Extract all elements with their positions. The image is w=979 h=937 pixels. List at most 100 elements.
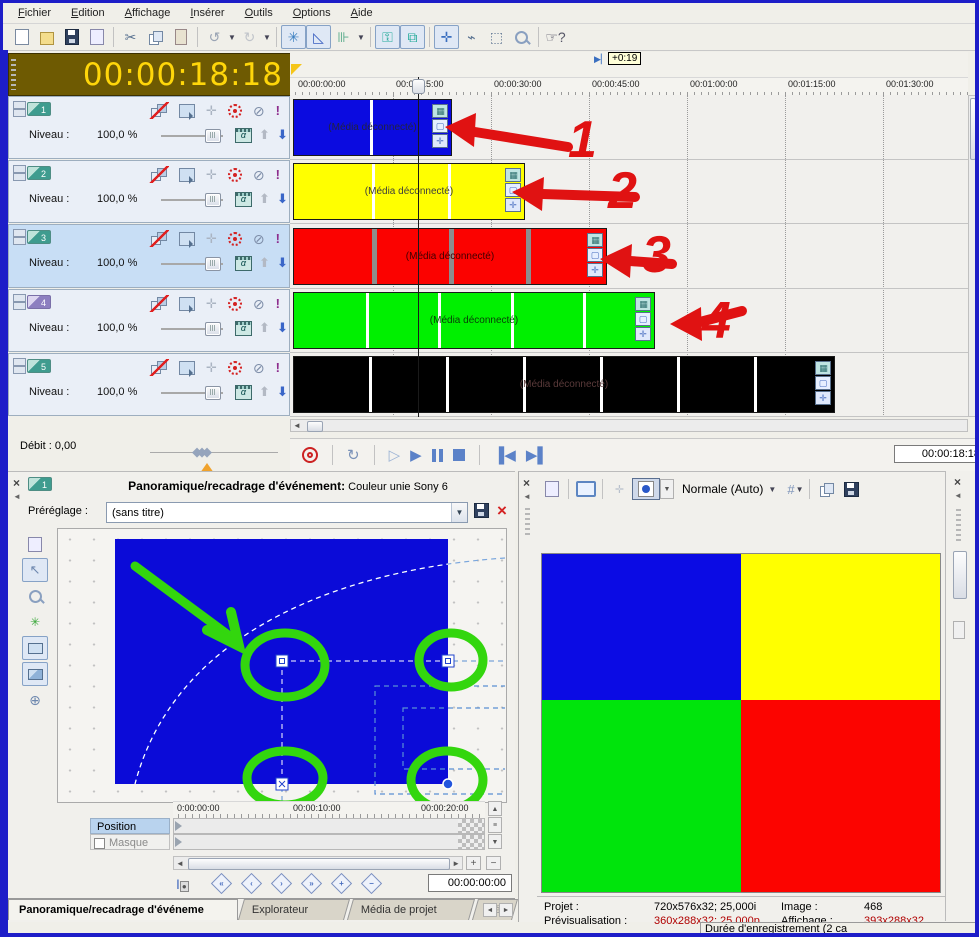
make-compositing-child-icon[interactable]: ⬇ (277, 191, 288, 206)
ripple-dropdown[interactable]: ▼ (357, 32, 365, 42)
event-fx-icon[interactable]: ✛ (505, 197, 521, 212)
corner-rotation-handle[interactable] (442, 778, 454, 790)
zoom-tool-button[interactable] (22, 584, 48, 608)
make-compositing-child-icon[interactable]: ⬇ (277, 320, 288, 335)
preset-dropdown-icon[interactable]: ▼ (451, 503, 467, 522)
tab-media-projet[interactable]: Média de projet (346, 899, 476, 920)
kf-row-label-masque[interactable]: Masque (90, 834, 170, 850)
overlays-button[interactable]: ✛ (607, 477, 632, 501)
mute-icon[interactable]: ⊘ (252, 167, 265, 183)
generated-media-icon[interactable]: ▦ (815, 360, 831, 375)
clip-track5-black[interactable]: (Média déconnecté) ▦ ▢ ✛ (293, 356, 835, 413)
make-compositing-parent-icon[interactable]: ⬆ (259, 255, 270, 270)
stop-button[interactable] (452, 449, 465, 461)
rate-slider[interactable] (150, 452, 278, 453)
clip-track3-red[interactable]: (Média déconnecté) ▦ ▢ ✛ (293, 228, 607, 285)
hscroll-thumb[interactable] (307, 421, 323, 432)
selection-tool-button[interactable]: ↖ (22, 558, 48, 582)
generated-media-icon[interactable]: ▦ (432, 103, 448, 118)
pin-panel-icon[interactable]: ◄ (13, 492, 21, 501)
help-pointer-button[interactable]: ☞? (543, 25, 568, 49)
snapping-button[interactable]: ✳ (281, 25, 306, 49)
pan-crop-icon[interactable]: ▢ (815, 375, 831, 390)
mute-icon[interactable]: ⊘ (252, 296, 265, 312)
pin-panel-icon[interactable]: ◄ (954, 491, 962, 500)
pan-crop-icon[interactable]: ▢ (432, 118, 448, 133)
solo-icon[interactable]: ! (275, 360, 280, 375)
track-fx-icon[interactable] (179, 168, 195, 184)
compositing-mode-icon[interactable]: α (235, 385, 252, 400)
solo-icon[interactable]: ! (275, 231, 280, 246)
close-panel-icon[interactable]: × (523, 476, 531, 490)
kf-row-label-position[interactable]: Position (90, 818, 170, 834)
menu-edition[interactable]: Edition (71, 7, 105, 19)
play-from-start-button[interactable]: ▷ (388, 446, 401, 464)
selection-box-inner[interactable] (402, 707, 505, 770)
event-grouping-button[interactable]: ⧉ (400, 25, 425, 49)
kf-track-position[interactable] (173, 818, 485, 834)
level-slider[interactable] (161, 199, 223, 201)
track-minimize-icon[interactable] (13, 229, 26, 245)
kf-rows-menu[interactable]: ≡ (488, 817, 502, 833)
timeline-ruler[interactable]: 00:00:00:00 00:00:15:00 00:00:30:00 00:0… (290, 77, 968, 97)
kf-scroll-left[interactable]: ◄ (176, 859, 184, 868)
split-screen-grid-icon[interactable]: # (787, 481, 795, 497)
masque-checkbox[interactable] (94, 838, 105, 849)
save-snapshot-button[interactable] (839, 477, 864, 501)
ripple-button[interactable]: ⊪ (331, 25, 356, 49)
pan-crop-icon[interactable]: ▢ (587, 247, 603, 262)
open-button[interactable] (34, 25, 59, 49)
record-button[interactable] (302, 447, 318, 463)
track-minimize-icon[interactable] (13, 165, 26, 181)
selection-tool-button[interactable]: ⬚ (484, 25, 509, 49)
timeline-hscrollbar[interactable]: ◄ (290, 419, 968, 432)
preview-quality-dropdown[interactable]: ▼ (660, 479, 674, 499)
redo-button[interactable]: ↻ (237, 25, 262, 49)
level-slider-thumb[interactable] (205, 386, 221, 400)
make-compositing-child-icon[interactable]: ⬇ (277, 255, 288, 270)
show-properties-button[interactable] (22, 532, 48, 556)
track-number-badge[interactable]: 4 (27, 295, 51, 309)
crossfades-button[interactable]: ◺ (306, 25, 331, 49)
kf-zoom-out[interactable]: − (486, 856, 501, 870)
menu-aide[interactable]: Aide (350, 7, 373, 19)
envelope-tool-button[interactable]: ⌁ (459, 25, 484, 49)
track-header-3[interactable]: 3 ✛ ⊘ ! Niveau : 100,0 % α ⬆ ⬇ (8, 224, 290, 288)
tab-scroll-left[interactable]: ◄ (483, 903, 497, 917)
tab-scroll-right[interactable]: ► (499, 903, 513, 917)
track-motion-icon[interactable] (149, 102, 169, 119)
track-add-icon[interactable]: ✛ (206, 167, 217, 182)
automation-gear-icon[interactable] (227, 361, 242, 375)
keyframe-marker[interactable] (175, 837, 187, 847)
copy-button[interactable] (143, 25, 168, 49)
grid-dropdown[interactable]: ▼ (795, 484, 804, 494)
compositing-mode-icon[interactable]: α (235, 321, 252, 336)
right-handle[interactable] (441, 654, 455, 668)
mask-mode-button[interactable] (22, 662, 48, 686)
cut-button[interactable]: ✂ (118, 25, 143, 49)
menu-options[interactable]: Options (292, 7, 331, 19)
save-button[interactable] (59, 25, 84, 49)
transport-timecode[interactable]: 00:00:18:18 (894, 445, 979, 463)
level-slider[interactable] (161, 392, 223, 394)
level-slider[interactable] (161, 263, 223, 265)
normal-edit-tool-button[interactable]: ✛ (434, 25, 459, 49)
edit-cursor[interactable] (418, 77, 419, 417)
tab-pancrop[interactable]: Panoramique/recadrage d'événeme (8, 899, 238, 920)
menu-fichier[interactable]: Fichier (18, 7, 52, 19)
center-handle[interactable] (275, 654, 289, 668)
preset-combobox[interactable]: (sans titre) ▼ (106, 502, 468, 523)
track-minimize-icon[interactable] (13, 358, 26, 374)
generated-media-icon[interactable]: ▦ (587, 232, 603, 247)
menu-outils[interactable]: Outils (244, 7, 273, 19)
track-add-icon[interactable]: ✛ (206, 231, 217, 246)
track-fx-icon[interactable] (179, 297, 195, 313)
menu-inserer[interactable]: Insérer (190, 7, 225, 19)
track-add-icon[interactable]: ✛ (206, 296, 217, 311)
kf-scroll-down[interactable]: ▼ (488, 834, 502, 849)
track-motion-icon[interactable] (149, 295, 169, 312)
track-fx-icon[interactable] (179, 232, 195, 248)
track-add-icon[interactable]: ✛ (206, 103, 217, 118)
event-fx-icon[interactable]: ✛ (432, 133, 448, 148)
make-compositing-parent-icon[interactable]: ⬆ (259, 320, 270, 335)
